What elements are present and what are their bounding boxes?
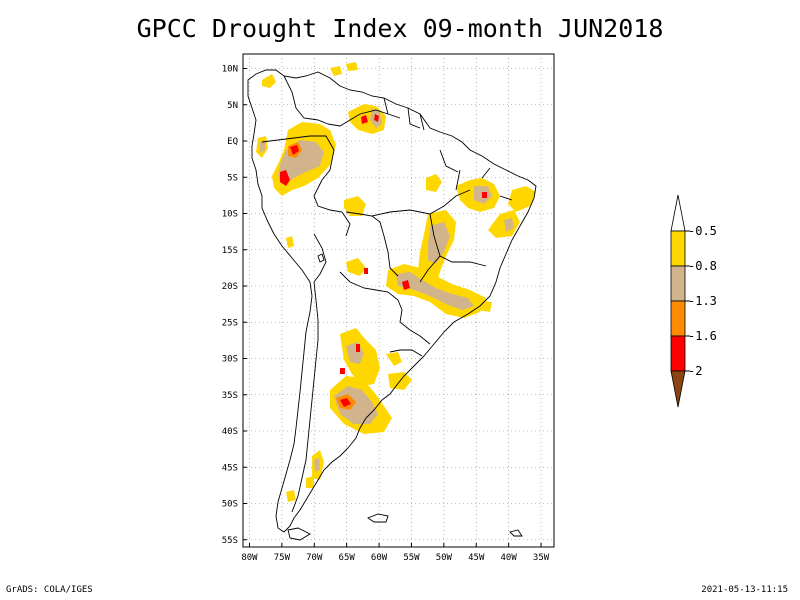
coastline xyxy=(247,69,537,541)
drought-patch-north-argentina-exceptional xyxy=(356,344,360,352)
drought-patch-guiana-exceptional-2 xyxy=(374,114,379,122)
drought-patch-north-small xyxy=(330,66,342,76)
legend-label: -0.5 xyxy=(688,224,717,238)
drought-patch-chile-small xyxy=(286,490,296,502)
lon-label: 35W xyxy=(533,553,550,563)
legend: -0.5 -0.8 -1.3 -1.6 -2 xyxy=(670,194,717,408)
footer-timestamp: 2021-05-13-11:15 xyxy=(701,585,788,595)
lat-label: 15S xyxy=(222,246,238,256)
lat-label: 50S xyxy=(222,500,238,510)
border-chile-argentina xyxy=(291,281,319,513)
drought-patch-ecuador-peru xyxy=(280,170,290,186)
lat-label: 30S xyxy=(222,355,238,365)
drought-patch-patagonia-south xyxy=(306,476,314,488)
legend-label: -1.6 xyxy=(688,329,717,343)
border-colombia-peru xyxy=(261,135,335,181)
legend-label: -1.3 xyxy=(688,294,717,308)
drought-patch-southeast-brazil-severe xyxy=(396,272,474,310)
border-colombia-venezuela xyxy=(283,75,329,125)
drought-patch-northwest-amazon-exceptional xyxy=(290,145,299,155)
border-peru-bolivia xyxy=(313,233,327,283)
lon-label: 80W xyxy=(241,553,258,563)
lon-label: 70W xyxy=(306,553,323,563)
map-frame xyxy=(242,53,555,548)
drought-patch-bolivia-exceptional xyxy=(364,268,368,274)
border-bolivia-paraguay xyxy=(339,271,403,323)
drought-patch-northeast-coast-2-severe xyxy=(504,218,514,232)
lon-label: 75W xyxy=(274,553,291,563)
lat-label: 20S xyxy=(222,282,238,292)
lake-titicaca xyxy=(317,253,325,263)
tierra-del-fuego xyxy=(287,527,311,541)
border-guianas xyxy=(383,97,425,131)
south-america-outline xyxy=(247,69,537,533)
lon-label: 40W xyxy=(501,553,518,563)
lat-label: 10S xyxy=(222,210,238,220)
border-brazil-states xyxy=(371,149,513,283)
lat-label: 55S xyxy=(222,536,238,546)
drought-patch-peru-south xyxy=(286,236,294,248)
border-brazil-bolivia xyxy=(345,211,399,277)
drought-patches xyxy=(256,62,536,502)
legend-swatch xyxy=(670,230,686,267)
lon-label: 60W xyxy=(371,553,388,563)
drought-patch-north-argentina-exceptional-2 xyxy=(340,368,345,374)
drought-patch-amazon-small xyxy=(426,174,442,192)
drought-patch-guiana-exceptional xyxy=(361,115,368,124)
lon-label: 55W xyxy=(403,553,420,563)
lon-label: 65W xyxy=(339,553,356,563)
drought-patch-north-small-2 xyxy=(346,62,358,71)
longitude-labels: 80W 75W 70W 65W 60W 55W 50W 45W 40W 35W xyxy=(241,553,549,563)
legend-label: -0.8 xyxy=(688,259,717,273)
legend-swatch xyxy=(670,335,686,372)
drought-patch-northeast-coast-2 xyxy=(488,210,520,238)
drought-patch-caribbean-coast xyxy=(262,74,276,88)
border-argentina-brazil xyxy=(399,321,431,345)
lat-label: 5S xyxy=(227,173,238,183)
drought-patch-bolivia xyxy=(346,258,366,276)
lat-label: EQ xyxy=(227,137,238,147)
drought-patch-rondonia xyxy=(344,196,366,216)
drought-patch-uruguay xyxy=(386,352,402,366)
drought-patch-northeast-brazil-exceptional xyxy=(482,192,487,198)
drought-patch-paraguay-small xyxy=(476,300,492,312)
lat-label: 5N xyxy=(227,101,238,111)
lat-label: 25S xyxy=(222,318,238,328)
footer-credit: GrADS: COLA/IGES xyxy=(6,585,93,595)
lat-label: 40S xyxy=(222,427,238,437)
lat-label: 10N xyxy=(222,65,238,75)
legend-triangle-top xyxy=(670,194,686,232)
lat-label: 35S xyxy=(222,391,238,401)
drought-patch-ecuador-coast-severe xyxy=(260,141,265,153)
border-uruguay xyxy=(389,349,423,357)
drought-patch-southeast-brazil-exceptional xyxy=(402,280,410,290)
legend-swatch xyxy=(670,265,686,302)
drought-patch-pampas-exceptional xyxy=(340,398,351,407)
falkland-islands xyxy=(367,513,389,523)
legend-label: -2 xyxy=(688,364,702,378)
map-title: GPCC Drought Index 09-month JUN2018 xyxy=(136,14,664,43)
lon-label: 45W xyxy=(468,553,485,563)
lat-label: 45S xyxy=(222,463,238,473)
legend-swatch xyxy=(670,300,686,337)
legend-triangle-bottom xyxy=(670,370,686,408)
border-peru-brazil xyxy=(313,179,351,237)
drought-patch-patagonia-severe xyxy=(314,458,320,472)
south-georgia xyxy=(509,529,523,537)
latitude-labels: 10N 5N EQ 5S 10S 15S 20S 25S 30S 35S 40S 45S 50S 55S xyxy=(222,65,238,546)
lon-label: 50W xyxy=(436,553,453,563)
drought-patch-northeast-coast xyxy=(508,186,536,212)
map-grid xyxy=(243,54,554,547)
